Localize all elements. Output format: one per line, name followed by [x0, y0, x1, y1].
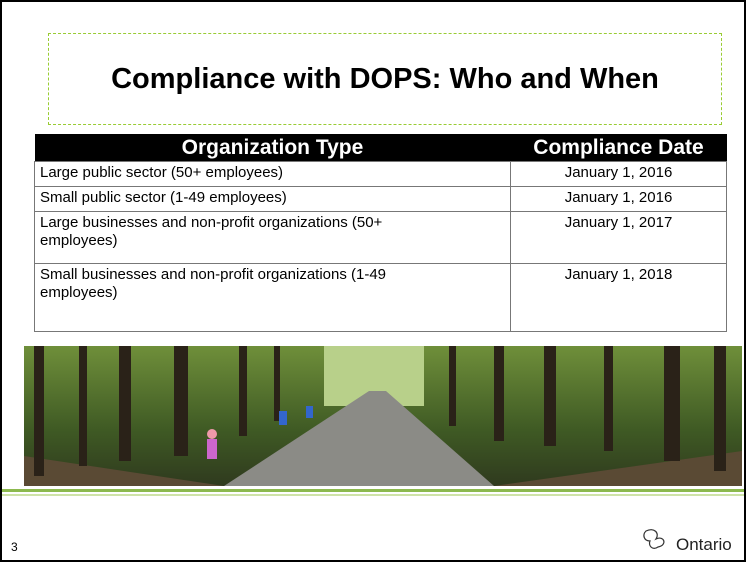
- table-row: Large public sector (50+ employees) Janua…: [34, 161, 727, 187]
- header-cell: Organization Type: [34, 134, 511, 162]
- cell-text: January 1, 2016: [564, 189, 673, 206]
- cell-text: January 1, 2017: [564, 214, 673, 231]
- ontario-logo: Ontario: [643, 529, 732, 554]
- table-row: Small public sector (1-49 employees) Janu…: [34, 186, 727, 212]
- header-row: Organization Type Compliance Date: [34, 134, 727, 162]
- cell-text: January 1, 2018: [564, 266, 673, 283]
- header-cell: Compliance Date: [510, 134, 727, 162]
- table-row: Large businesses and non-profit organiza…: [34, 211, 727, 264]
- date-cell: January 1, 2018: [510, 263, 727, 332]
- cell-text: Small public sector (1-49 employees): [40, 189, 287, 206]
- title: Compliance with DOPS: Who and When: [111, 62, 659, 95]
- cell-text: January 1, 2016: [564, 164, 673, 181]
- date-cell: January 1, 2017: [510, 211, 727, 264]
- organization-cell: Small public sector (1-49 employees): [34, 186, 511, 212]
- organization-cell: Large businesses and non-profit organiza…: [34, 211, 511, 264]
- organization-cell: Small businesses and non-profit organiza…: [34, 263, 511, 332]
- cell-text: Small businesses and non-profit organiza…: [40, 266, 387, 301]
- title-box: Compliance with DOPS: Who and When: [48, 33, 722, 125]
- logo-text: Ontario: [676, 535, 732, 554]
- date-cell: January 1, 2016: [510, 186, 727, 212]
- compliance-table: Organization Type Compliance Date Large …: [34, 134, 727, 332]
- forest-photo: [24, 346, 742, 486]
- organization-cell: Large public sector (50+ employees): [34, 161, 511, 187]
- page-number: 3: [11, 540, 18, 554]
- divider: [2, 489, 744, 496]
- date-cell: January 1, 2016: [510, 161, 727, 187]
- table-row: Small businesses and non-profit organiza…: [34, 263, 727, 332]
- cell-text: Large public sector (50+ employees): [40, 164, 284, 181]
- cell-text: Large businesses and non-profit organiza…: [40, 214, 383, 249]
